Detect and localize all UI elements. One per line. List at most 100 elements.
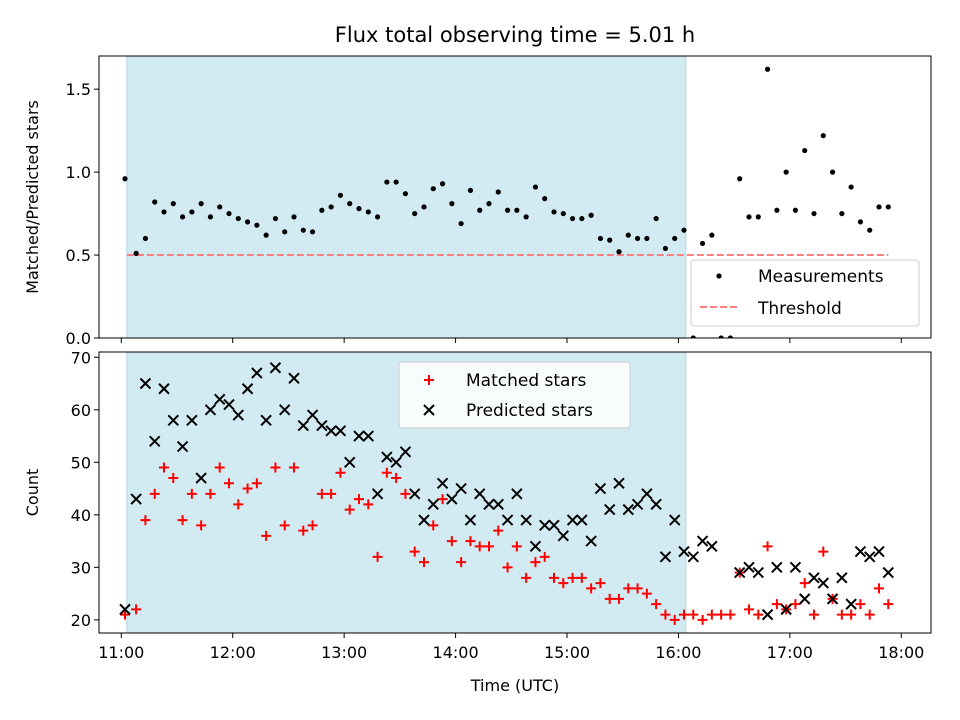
matched-point bbox=[233, 499, 244, 510]
matched-point bbox=[168, 473, 179, 484]
predicted-point bbox=[158, 383, 170, 395]
axes-frame bbox=[98, 55, 932, 339]
matched-point bbox=[669, 614, 680, 625]
predicted-point bbox=[260, 414, 272, 426]
predicted-point bbox=[119, 603, 131, 616]
predicted-point bbox=[455, 482, 467, 495]
predicted-point bbox=[780, 603, 792, 616]
predicted-point bbox=[548, 519, 560, 532]
measurement-point bbox=[634, 235, 641, 242]
matched-point bbox=[437, 494, 448, 505]
predicted-point bbox=[390, 456, 402, 469]
matched-point bbox=[688, 609, 699, 620]
measurement-point bbox=[867, 227, 873, 233]
matched-point bbox=[363, 499, 374, 510]
matched-point bbox=[799, 578, 810, 589]
matched-point bbox=[679, 609, 689, 620]
predicted-point bbox=[650, 498, 662, 511]
matched-point bbox=[604, 593, 615, 604]
y-tick-label: 20 bbox=[71, 611, 91, 630]
predicted-point bbox=[288, 372, 300, 384]
measurement-point bbox=[681, 227, 687, 233]
measurement-point bbox=[458, 220, 464, 227]
plot-area bbox=[119, 362, 894, 625]
matched-point bbox=[409, 546, 420, 557]
measurement-point bbox=[792, 207, 799, 213]
predicted-point bbox=[483, 498, 495, 511]
measurement-point bbox=[244, 219, 251, 225]
legend-matched-marker bbox=[424, 375, 434, 385]
matched-point bbox=[530, 557, 541, 568]
predicted-point bbox=[176, 440, 189, 453]
matched-point bbox=[196, 520, 207, 531]
measurement-point bbox=[393, 179, 399, 185]
measurement-point bbox=[504, 207, 511, 213]
measurement-point bbox=[374, 214, 381, 220]
predicted-point bbox=[501, 514, 514, 526]
measurement-point bbox=[356, 206, 362, 212]
measurement-point bbox=[551, 209, 557, 215]
predicted-point bbox=[409, 488, 421, 500]
predicted-point bbox=[353, 430, 365, 442]
axes-frame bbox=[98, 351, 932, 634]
predicted-point bbox=[826, 593, 839, 605]
matched-point bbox=[381, 467, 392, 478]
matched-point bbox=[354, 494, 364, 505]
predicted-point bbox=[186, 414, 198, 426]
matched-point bbox=[539, 551, 550, 562]
predicted-point bbox=[130, 493, 142, 505]
matched-point bbox=[586, 583, 597, 594]
matched-point bbox=[224, 478, 234, 489]
y-tick-label: 60 bbox=[71, 401, 91, 420]
predicted-point bbox=[251, 367, 263, 379]
matched-point bbox=[186, 488, 197, 499]
matched-point bbox=[883, 599, 894, 610]
measurement-point bbox=[662, 245, 669, 252]
observing-band bbox=[126, 55, 687, 339]
measurement-point bbox=[430, 186, 436, 192]
matched-point bbox=[214, 462, 225, 473]
measurement-point bbox=[477, 207, 483, 213]
measurement-point bbox=[272, 215, 279, 222]
matched-point bbox=[372, 551, 383, 562]
predicted-point bbox=[371, 488, 384, 500]
x-tick-label: 15:00 bbox=[544, 643, 590, 662]
predicted-point bbox=[325, 425, 337, 437]
matched-point bbox=[623, 583, 634, 594]
matched-point bbox=[846, 609, 857, 620]
series-measurements bbox=[122, 66, 891, 338]
predicted-point bbox=[139, 377, 152, 390]
y-axis-label: Matched/Predicted stars bbox=[23, 100, 42, 294]
predicted-point bbox=[817, 577, 829, 589]
predicted-point bbox=[241, 383, 254, 395]
measurement-point bbox=[337, 192, 344, 198]
predicted-point bbox=[585, 535, 597, 547]
y-tick-label: 0.5 bbox=[66, 246, 91, 265]
matched-point bbox=[567, 572, 578, 583]
measurement-point bbox=[848, 184, 854, 190]
measurement-point bbox=[876, 204, 882, 210]
measurement-point bbox=[514, 207, 520, 213]
predicted-point bbox=[706, 540, 718, 553]
measurement-point bbox=[783, 169, 789, 175]
matched-point bbox=[511, 541, 522, 552]
predicted-point bbox=[418, 514, 430, 526]
matched-point bbox=[298, 525, 309, 536]
measurement-point bbox=[820, 133, 826, 139]
y-tick-label: 70 bbox=[71, 348, 91, 367]
measurement-point bbox=[616, 249, 622, 255]
predicted-point bbox=[566, 514, 579, 526]
legend-predicted-marker bbox=[423, 404, 435, 416]
predicted-point bbox=[557, 530, 569, 542]
predicted-point bbox=[446, 493, 458, 505]
predicted-point bbox=[269, 362, 282, 374]
predicted-point bbox=[195, 472, 207, 484]
measurement-point bbox=[133, 250, 139, 256]
x-tick-label: 14:00 bbox=[433, 643, 479, 662]
measurement-point bbox=[282, 229, 288, 235]
measurement-point bbox=[439, 181, 446, 187]
measurement-point bbox=[467, 187, 474, 193]
legend-threshold-label: Threshold bbox=[757, 299, 842, 319]
predicted-point bbox=[696, 535, 709, 547]
matched-point bbox=[641, 588, 652, 599]
